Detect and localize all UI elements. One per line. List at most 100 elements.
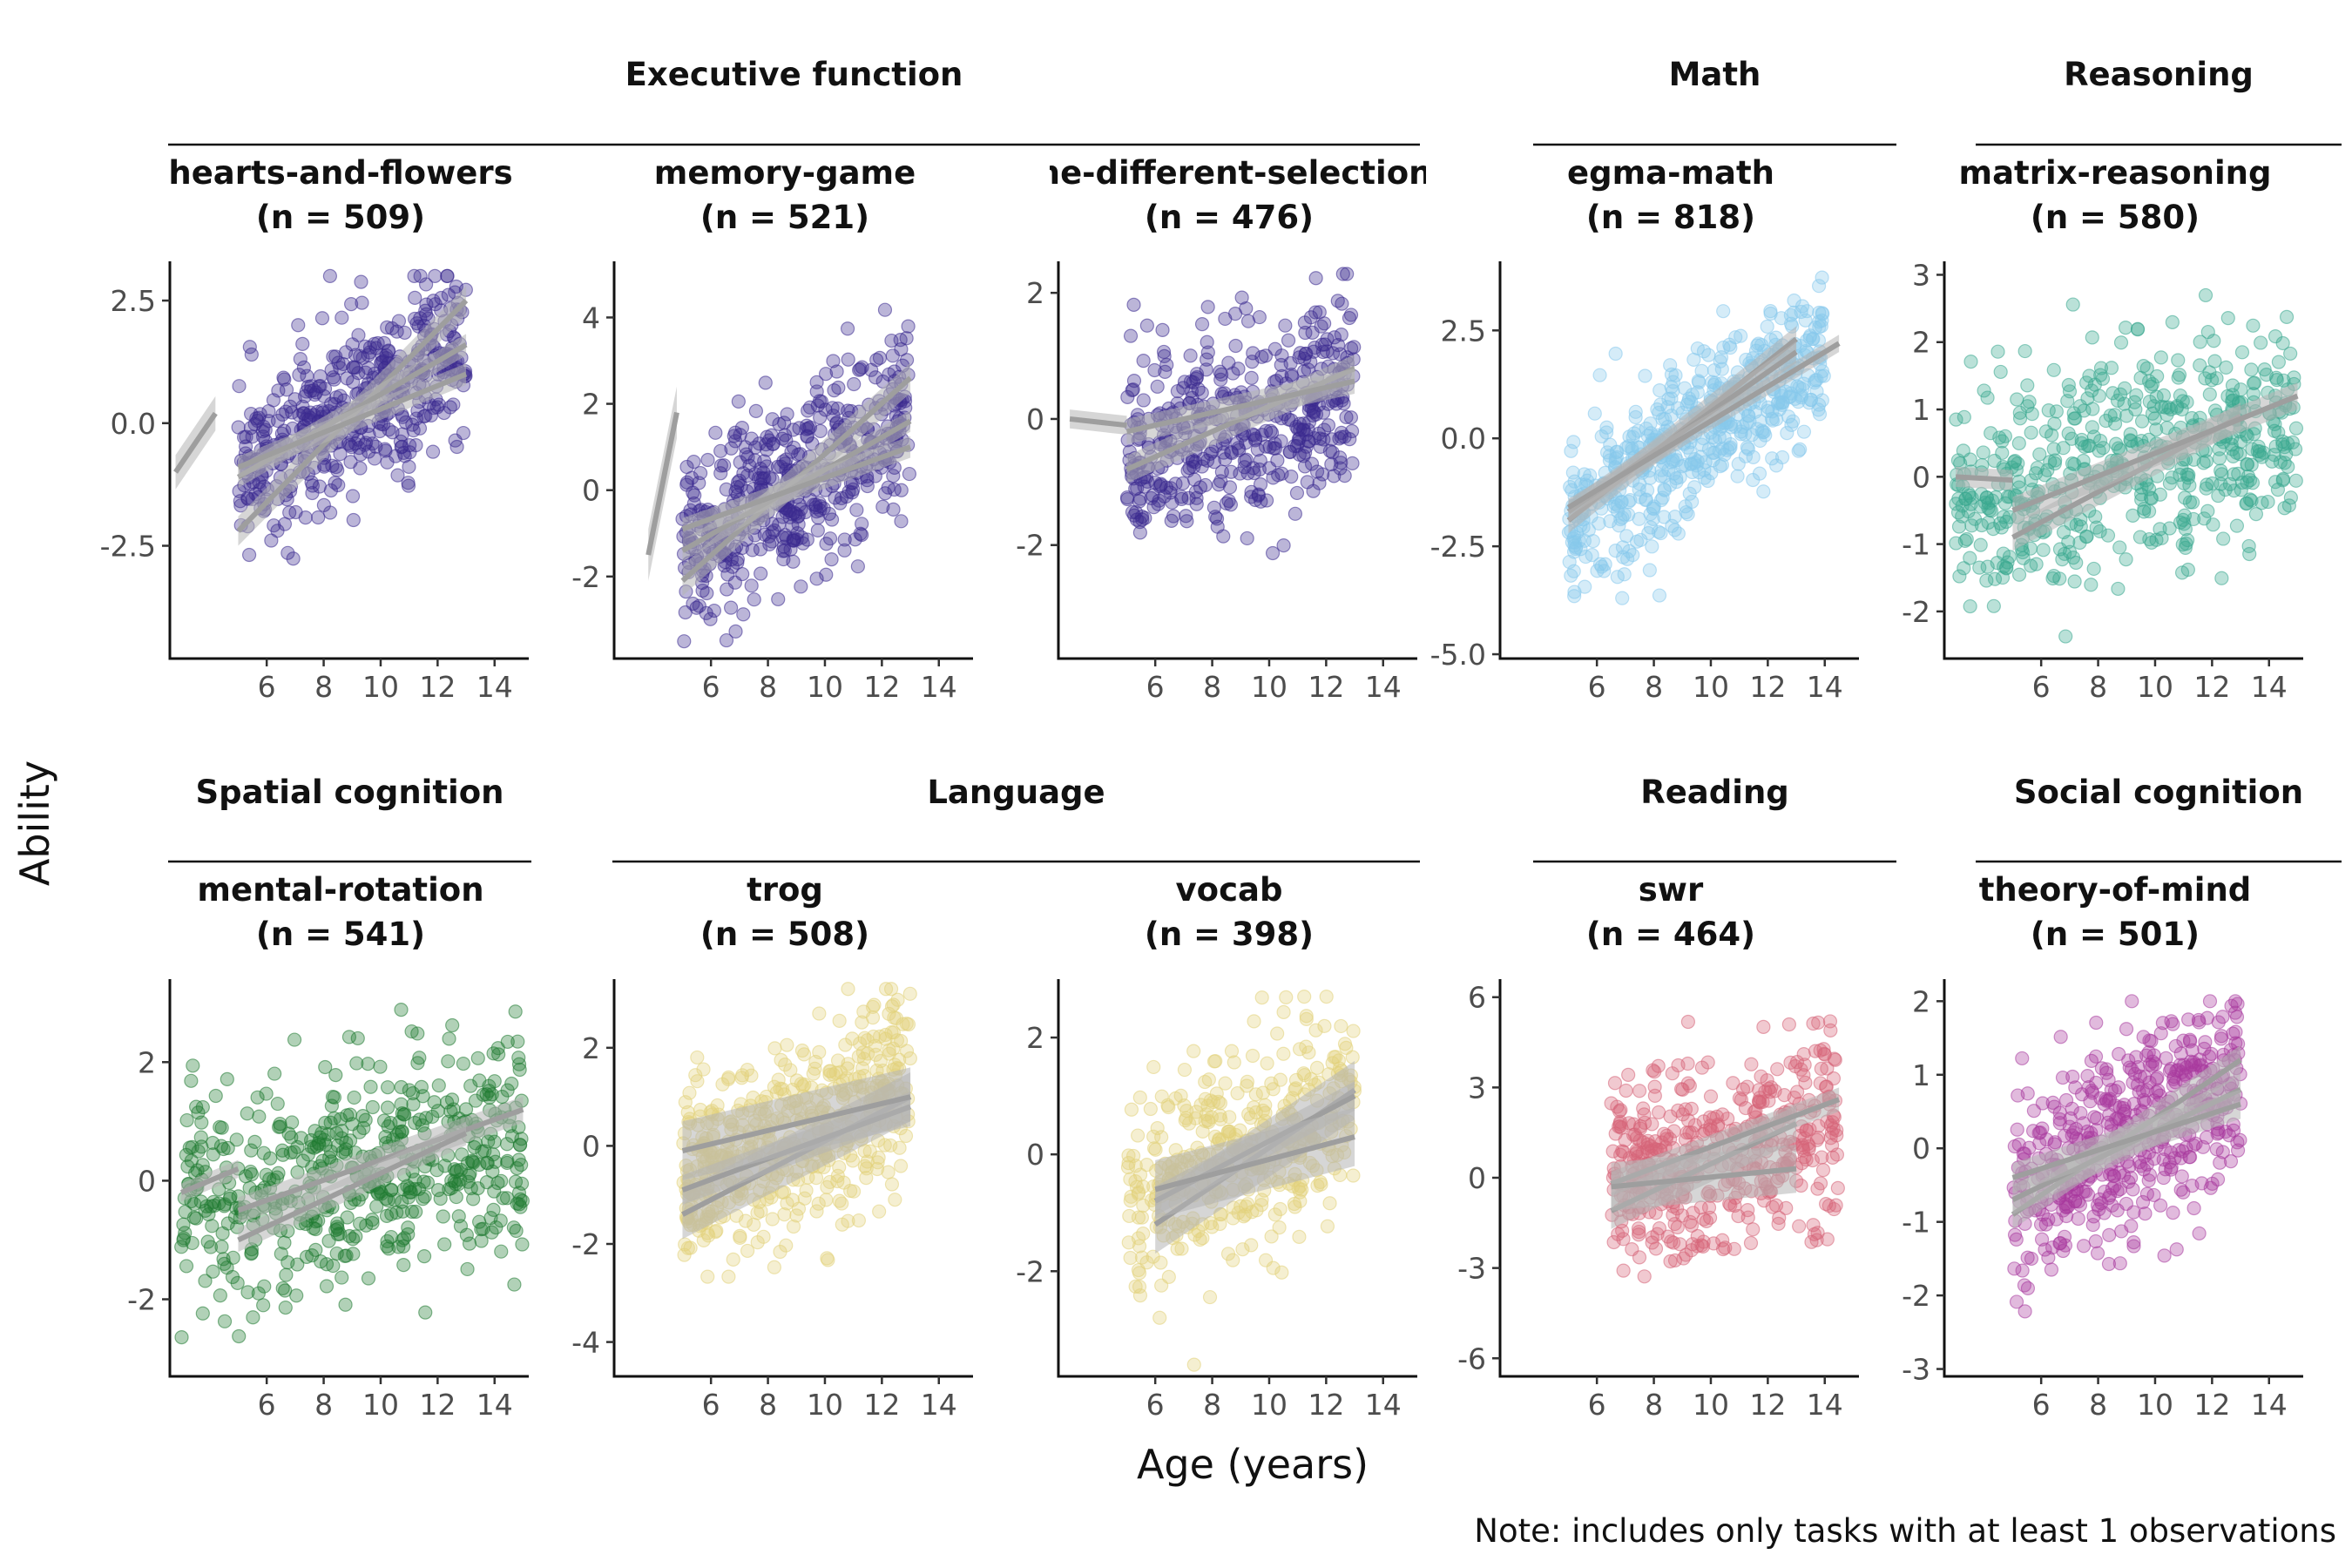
data-point [490,1175,505,1191]
data-point [2007,455,2022,470]
data-point [713,443,728,458]
data-point [1170,1241,1185,1256]
data-point [1325,346,1341,361]
data-point [1655,490,1670,505]
data-point [2240,469,2256,484]
strip-title: theory-of-mind [1979,871,2252,909]
data-point [356,1120,371,1136]
data-point [390,468,405,483]
fit-line [179,1166,240,1195]
data-point [840,321,855,336]
data-point [747,592,761,607]
data-point [1288,506,1303,521]
data-point [446,1102,461,1117]
x-tick-label: 6 [1146,670,1165,704]
data-point [1264,1076,1279,1091]
data-point [2029,557,2044,571]
data-point [708,1225,723,1240]
data-point [1132,1239,1147,1254]
data-point [901,319,916,334]
data-point [2036,543,2051,558]
data-point [1179,509,1193,524]
data-point [1625,548,1640,563]
data-point [2117,381,2132,395]
data-point [1815,1163,1831,1178]
data-point [1645,1230,1659,1245]
data-point [1955,498,1970,513]
data-point [1643,416,1658,431]
data-point [257,1279,272,1294]
data-point [1292,1042,1308,1057]
data-point [822,1067,837,1082]
data-point [1796,1143,1811,1158]
x-tick-label: 14 [2251,670,2288,704]
data-point [788,506,803,522]
data-point [1671,526,1686,541]
data-point [1813,1176,1828,1191]
data-point [2173,388,2187,403]
data-point [1735,1082,1751,1097]
data-point [1581,523,1596,537]
data-point [1599,420,1614,435]
data-point [2134,414,2150,429]
data-point [226,1250,240,1265]
data-point [1631,1227,1646,1242]
data-point [1186,1044,1201,1058]
data-point [1678,457,1693,473]
data-point [1253,476,1268,492]
data-point [306,1220,321,1236]
data-point [2129,388,2144,402]
data-point [1726,1076,1740,1091]
data-point [1567,589,1582,604]
data-point [701,1228,716,1243]
data-point [1324,456,1339,472]
data-point [1177,1062,1193,1078]
data-point [1613,511,1628,527]
data-point [279,382,294,397]
data-point [2015,544,2031,560]
data-point [404,1204,420,1220]
data-point [849,503,864,517]
data-point [513,1200,528,1214]
data-point [1567,535,1582,550]
data-point [1983,503,1997,517]
data-point [1679,504,1693,520]
data-point [458,1102,474,1117]
data-point [1276,1004,1291,1020]
data-point [1806,1016,1821,1031]
data-point [1132,1280,1147,1294]
data-point [1146,1059,1161,1075]
data-point [231,420,246,435]
data-point [453,1162,469,1178]
data-point [898,1128,914,1144]
data-point [1765,451,1780,466]
data-point [2229,518,2245,533]
data-point [333,389,348,403]
data-point [809,375,824,389]
x-tick-label: 14 [1807,1388,1843,1422]
data-point [346,361,361,375]
data-point [1154,1278,1169,1293]
data-point [760,443,774,457]
data-point [1792,1219,1807,1233]
data-point [1788,1058,1802,1074]
data-point [2275,434,2290,449]
data-point [397,325,412,341]
data-point [808,1054,823,1070]
x-tick-label: 8 [1203,670,1221,704]
y-tick-label: -2 [127,1283,156,1317]
data-point [486,1046,501,1061]
data-point [1249,1203,1264,1218]
data-point [182,1140,197,1155]
data-point [441,287,456,302]
strip-n: (n = 521) [700,199,869,236]
data-point [867,997,882,1012]
data-point [731,394,746,409]
data-point [176,1217,191,1232]
data-point [1274,368,1289,383]
data-point [441,1054,456,1069]
data-point [835,1196,849,1211]
data-point [1997,496,2013,510]
